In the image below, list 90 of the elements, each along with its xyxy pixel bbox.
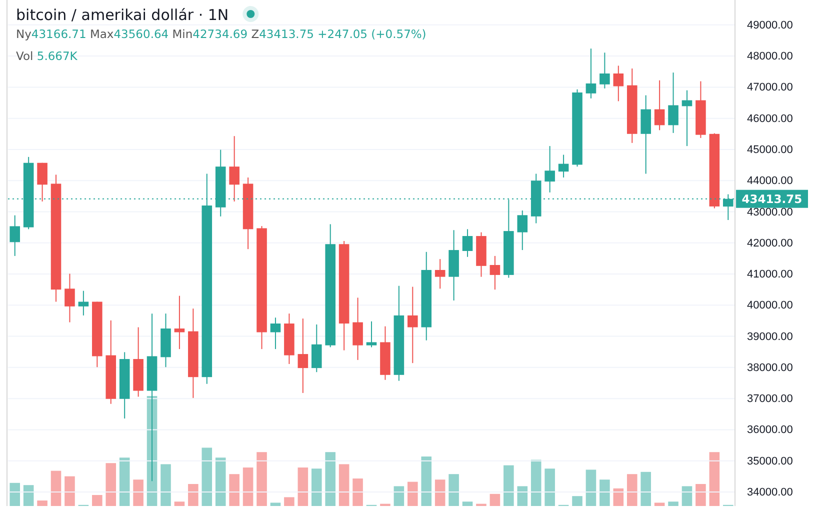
- bar: [202, 448, 212, 506]
- bar: [37, 500, 48, 506]
- candlestick: [600, 52, 610, 89]
- bar: [229, 474, 240, 506]
- bar: [325, 452, 336, 506]
- bar: [160, 464, 171, 506]
- bar: [64, 476, 75, 506]
- y-tick-label: 36000.00: [747, 424, 793, 436]
- y-tick-label: 45000.00: [747, 144, 793, 156]
- bar: [188, 484, 198, 506]
- candlestick: [586, 48, 596, 99]
- y-tick-label: 38000.00: [747, 362, 793, 374]
- candlestick: [544, 146, 555, 193]
- y-tick-label: 48000.00: [747, 50, 793, 63]
- bar: [92, 495, 102, 506]
- chart-title: bitcoin / amerikai dollár · 1N: [16, 6, 229, 24]
- y-tick-label: 43000.00: [747, 206, 793, 218]
- bar: [352, 478, 363, 506]
- bar: [298, 468, 308, 506]
- bar: [421, 456, 432, 506]
- y-tick-label: 44000.00: [747, 175, 793, 188]
- bar: [311, 468, 322, 506]
- bar: [682, 486, 692, 506]
- annotation: Vol 5.667K: [16, 49, 78, 63]
- bar: [709, 452, 720, 506]
- bar: [600, 480, 610, 506]
- bar: [133, 480, 144, 506]
- candlestick: [682, 90, 692, 147]
- bar: [517, 486, 528, 506]
- bar: [434, 480, 446, 506]
- y-tick-label: 34000.00: [747, 486, 793, 499]
- bar: [270, 502, 281, 506]
- bar: [654, 502, 665, 506]
- candlestick: [668, 72, 678, 134]
- bar: [572, 496, 582, 506]
- bar: [586, 470, 596, 506]
- candlestick: [64, 273, 75, 323]
- y-tick-label: 47000.00: [747, 82, 793, 94]
- bar: [106, 463, 116, 506]
- y-tick-label: 49000.00: [747, 19, 793, 32]
- bar: [696, 484, 706, 506]
- bar: [490, 494, 500, 506]
- text: Ny43166.71 Max43560.64 Min42734.69 Z43413.75 +247.05 (+0.57%): [16, 27, 426, 41]
- candlestick: [352, 297, 363, 360]
- bar: [448, 474, 459, 506]
- bar: [256, 452, 267, 506]
- bar: [119, 458, 130, 506]
- bar: [215, 458, 226, 506]
- bar: [544, 468, 555, 506]
- bar: [50, 470, 62, 506]
- y-tick-label: 40000.00: [747, 300, 793, 312]
- candlestick: [229, 136, 240, 202]
- candlestick: [434, 258, 446, 290]
- bar: [284, 497, 294, 506]
- bar: [174, 502, 185, 506]
- candlestick: [558, 154, 569, 178]
- y-tick-label: 35000.00: [747, 455, 793, 468]
- bar: [640, 472, 651, 506]
- candlestick: [270, 317, 281, 350]
- candlestick: [366, 320, 377, 348]
- candlestick: [462, 228, 473, 258]
- ref-line-label: 43413.75: [742, 192, 802, 206]
- candlestick: [490, 255, 500, 290]
- bar: [394, 486, 404, 506]
- candlestick: [10, 214, 20, 256]
- bar: [462, 502, 473, 506]
- bar: [23, 485, 34, 506]
- y-tick-label: 42000.00: [747, 237, 793, 250]
- bar: [408, 482, 418, 506]
- y-tick-label: 46000.00: [747, 112, 793, 125]
- bar: [530, 460, 542, 506]
- candlestick: [613, 65, 624, 102]
- y-tick-label: 37000.00: [747, 393, 793, 406]
- candlestick: [654, 80, 665, 131]
- bar: [504, 465, 514, 506]
- bar: [626, 474, 638, 506]
- candlestick: [37, 162, 48, 202]
- candlestick: [174, 295, 185, 350]
- candlestick: [298, 318, 308, 394]
- bar: [242, 468, 254, 506]
- bar: [613, 488, 624, 506]
- candlestick: [408, 286, 418, 364]
- y-tick-label: 41000.00: [747, 268, 793, 281]
- bar: [10, 482, 20, 506]
- candlestick: [78, 290, 89, 316]
- candlestick: [311, 324, 322, 373]
- candlestick: [517, 210, 528, 251]
- bar: [668, 502, 678, 506]
- bar: [338, 464, 350, 506]
- y-tick-label: 39000.00: [747, 330, 793, 343]
